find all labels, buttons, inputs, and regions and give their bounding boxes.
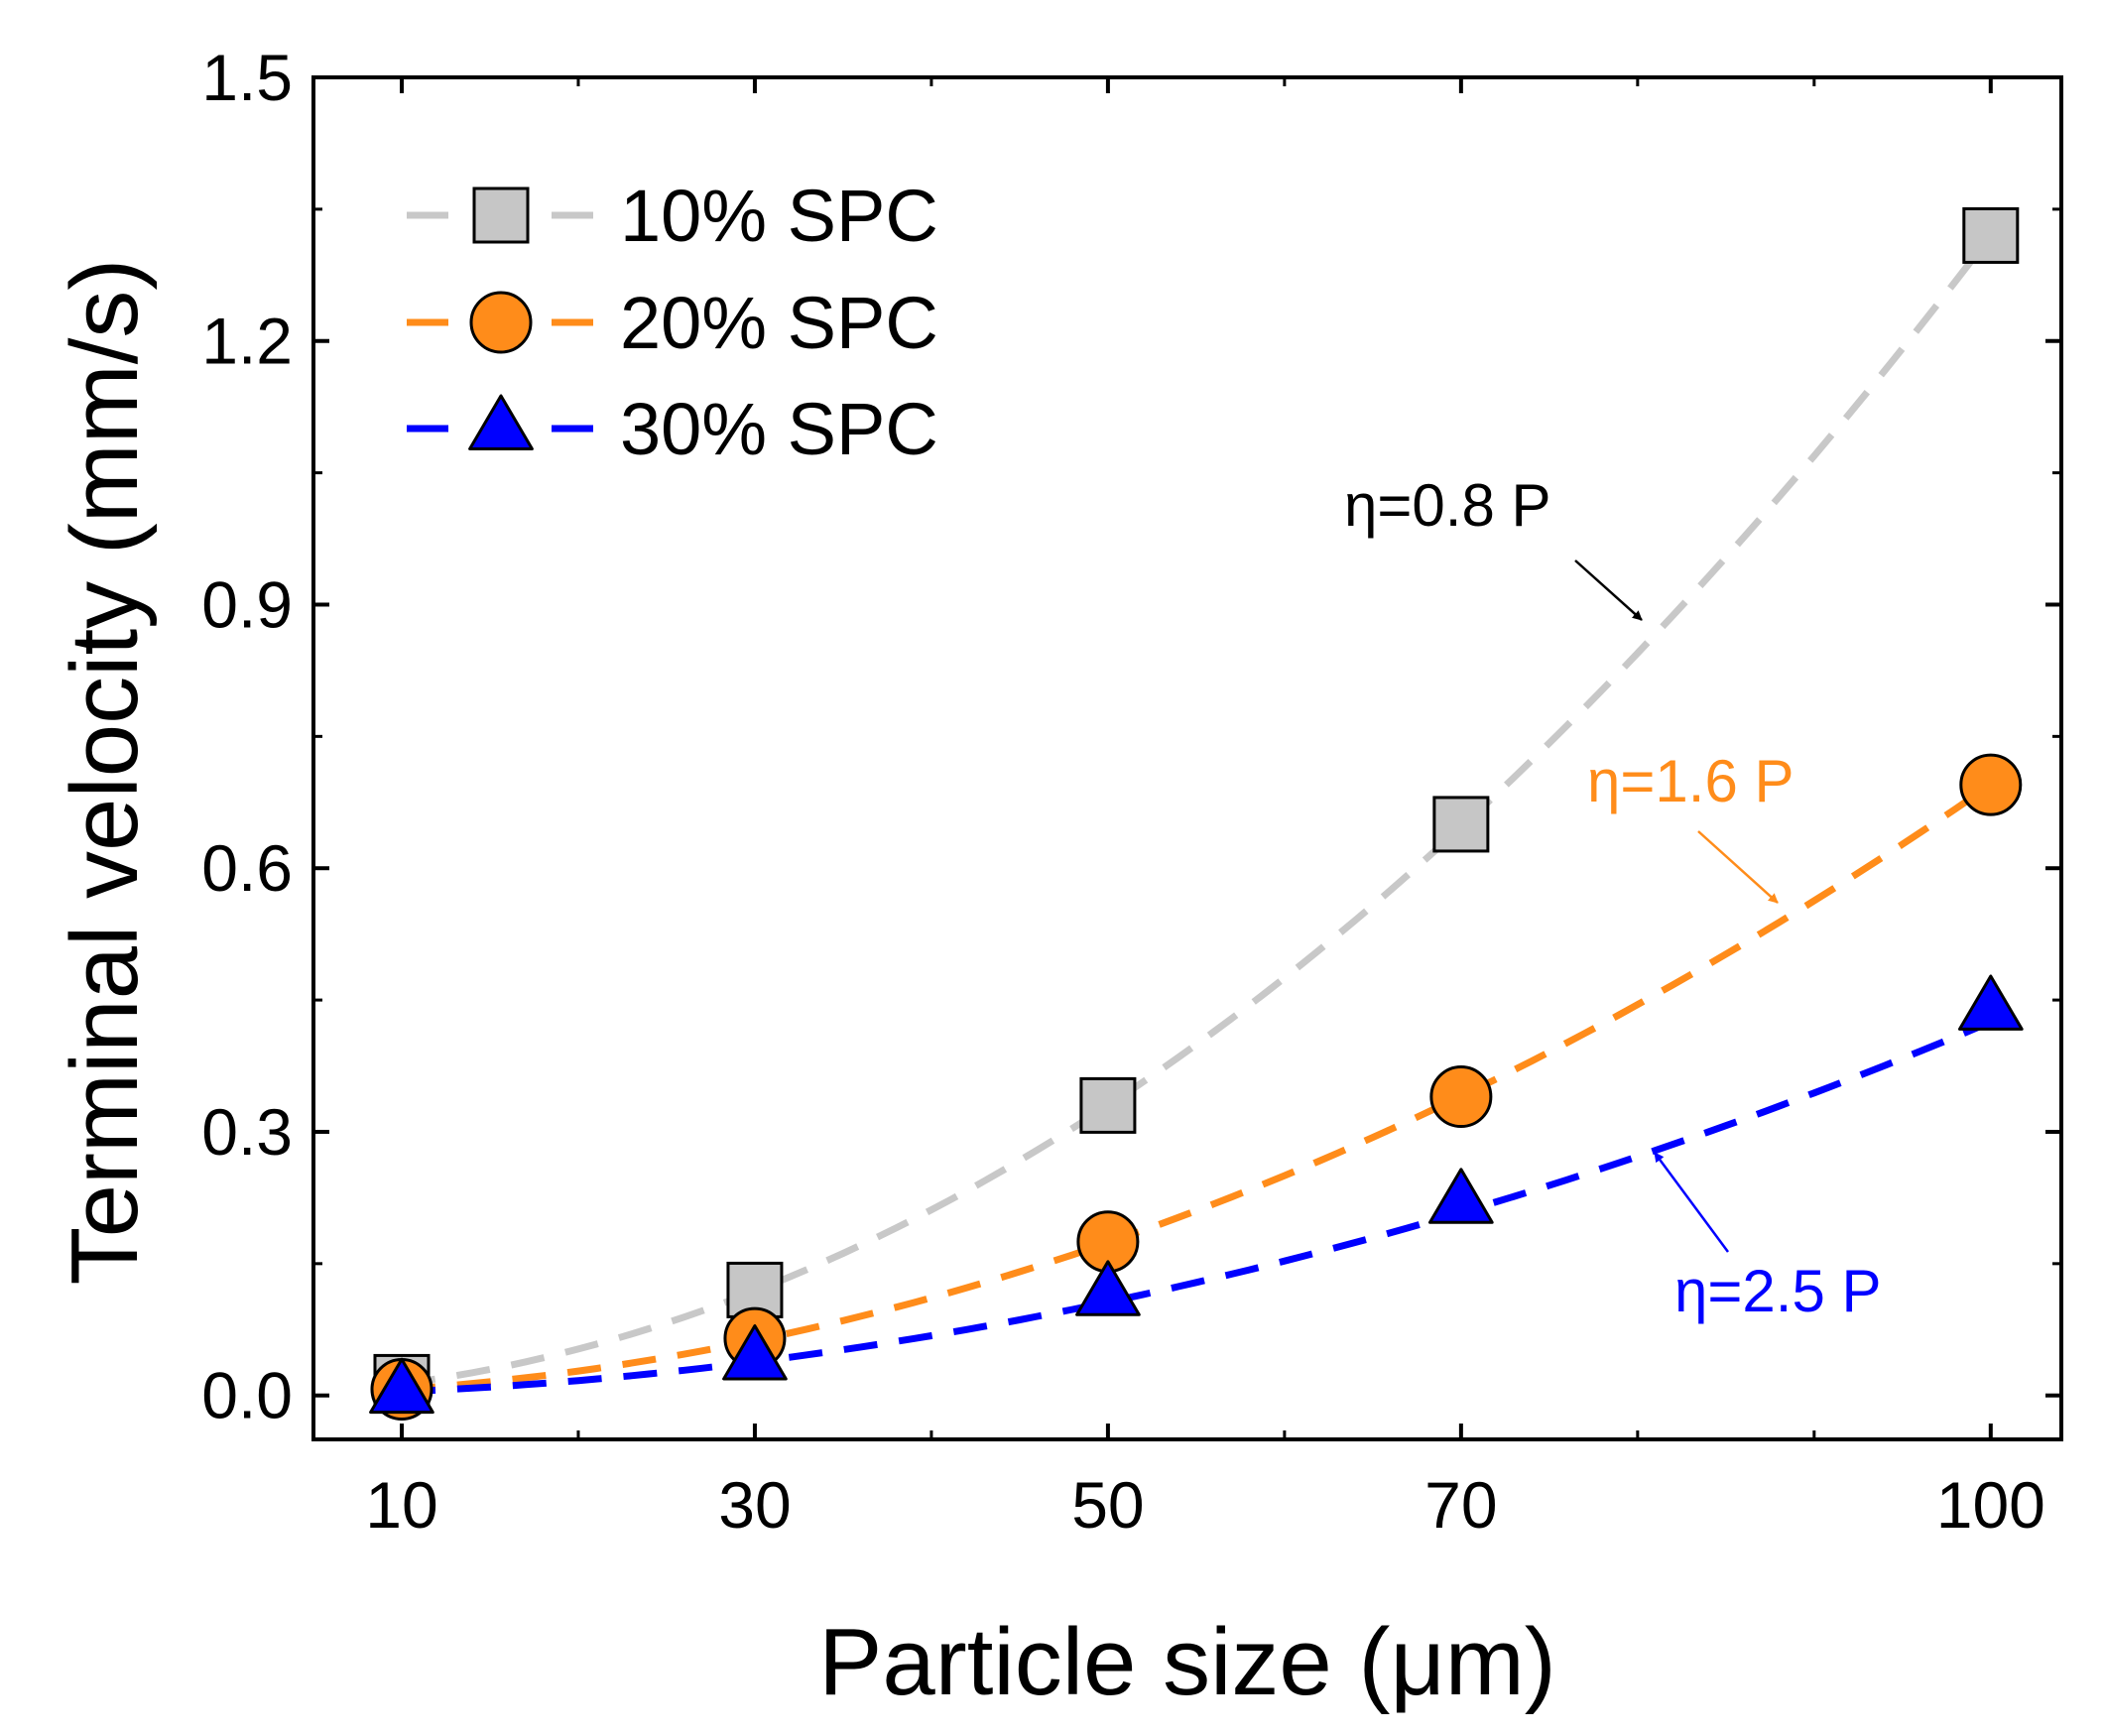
data-point-30-spc — [1075, 1260, 1141, 1316]
annotation-arrow-eta-1-6 — [1697, 830, 1779, 904]
fit-lines — [401, 233, 1994, 1396]
annotation-eta-2-5: η=2.5 P — [1674, 1258, 1882, 1324]
y-tick-label: 0.6 — [201, 831, 293, 905]
x-tick-label: 100 — [1936, 1468, 2045, 1542]
x-axis-label: Particle size (μm) — [818, 1609, 1555, 1715]
data-point-10-spc — [1962, 206, 2020, 264]
legend-marker-10-spc — [472, 186, 530, 244]
fit-line-30-spc — [401, 1018, 1993, 1396]
legend-item-30-spc: 30% SPC — [407, 388, 938, 470]
annotation-arrow-eta-0-8 — [1574, 559, 1643, 621]
data-point-20-spc — [1429, 1065, 1493, 1129]
axis-ticks — [313, 75, 2061, 1439]
data-point-10-spc — [1079, 1076, 1137, 1134]
data-point-10-spc — [726, 1261, 784, 1318]
legend-label: 10% SPC — [620, 175, 938, 257]
legend-marker-30-spc — [468, 394, 534, 450]
data-markers — [369, 206, 2024, 1422]
data-point-30-spc — [1958, 974, 2024, 1031]
data-point-10-spc — [1432, 796, 1490, 853]
x-tick-label: 50 — [1071, 1468, 1144, 1542]
y-tick-label: 1.5 — [201, 41, 293, 114]
y-axis-label: Terminal velocity (mm/s) — [52, 259, 158, 1286]
legend-item-20-spc: 20% SPC — [407, 282, 938, 364]
data-point-30-spc — [722, 1324, 788, 1381]
legend-label: 30% SPC — [620, 388, 938, 470]
annotation-arrow-eta-2-5 — [1653, 1152, 1730, 1253]
y-tick-label: 0.0 — [201, 1359, 293, 1432]
data-point-30-spc — [369, 1357, 434, 1415]
y-tick-label: 0.3 — [201, 1095, 293, 1169]
legend-label: 20% SPC — [620, 282, 938, 364]
legend-item-10-spc: 10% SPC — [407, 175, 938, 257]
plot-frame — [311, 75, 2063, 1441]
annotations: η=0.8 P η=1.6 P η=2.5 P — [1344, 472, 1882, 1324]
y-tick-labels: 0.0 0.3 0.6 0.9 1.2 1.5 — [201, 41, 293, 1432]
legend-marker-20-spc — [469, 291, 533, 354]
y-tick-label: 1.2 — [201, 305, 293, 378]
annotation-eta-1-6: η=1.6 P — [1587, 748, 1794, 814]
x-tick-labels: 10 30 50 70 100 — [365, 1468, 2045, 1542]
x-tick-label: 70 — [1424, 1468, 1497, 1542]
fit-line-20-spc — [401, 782, 1993, 1394]
y-tick-label: 0.9 — [201, 567, 293, 641]
x-tick-label: 30 — [718, 1468, 791, 1542]
legend: 10% SPC 20% SPC 30% SPC — [407, 175, 938, 470]
data-point-30-spc — [1428, 1168, 1494, 1224]
data-point-20-spc — [1959, 753, 2023, 816]
x-tick-label: 10 — [365, 1468, 437, 1542]
annotation-eta-0-8: η=0.8 P — [1344, 472, 1551, 539]
